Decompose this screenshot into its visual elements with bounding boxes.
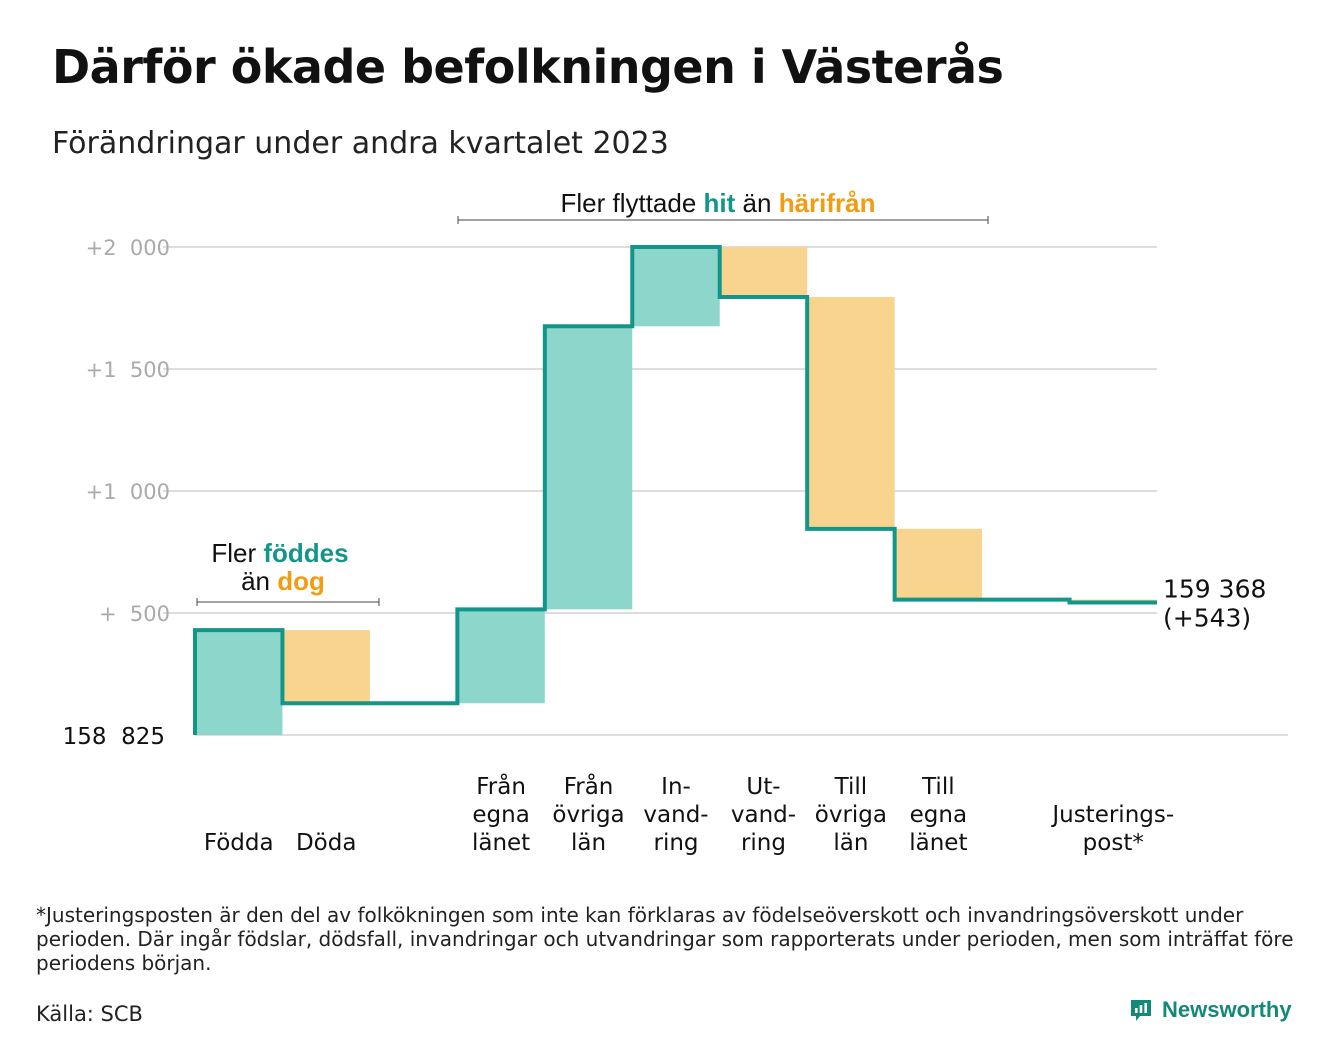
x-category-label: Till [921, 774, 955, 800]
x-category-label: länet [472, 830, 530, 856]
deaths-annotation-highlight: dog [277, 566, 325, 596]
x-category-label: Döda [296, 830, 356, 856]
x-category-label: post* [1083, 830, 1144, 856]
x-category-label: övriga [815, 802, 887, 828]
source-label: Källa: SCB [36, 1002, 143, 1026]
x-category-label: In- [661, 774, 691, 800]
svg-text:än dog: än dog [241, 566, 325, 596]
migration-annotation-text: Fler flyttade [560, 188, 703, 218]
y-tick-label: +1 000 [86, 480, 170, 504]
waterfall-bar [457, 609, 545, 704]
waterfall-bar [807, 297, 895, 529]
births-annotation-highlight: föddes [263, 538, 348, 568]
x-category-label: ring [741, 830, 786, 856]
y-tick-label: + 500 [99, 602, 170, 626]
x-category-label: vand- [643, 802, 708, 828]
waterfall-bar [894, 528, 983, 600]
y-tick-label: +2 000 [86, 236, 170, 260]
end-value-label: (+543) [1163, 604, 1251, 633]
x-category-label: län [833, 830, 868, 856]
migration-in-highlight: hit [704, 188, 736, 218]
waterfall-bar [719, 247, 808, 298]
x-category-label: övriga [552, 802, 624, 828]
waterfall-bar [632, 247, 720, 327]
x-category-label: vand- [731, 802, 796, 828]
migration-out-highlight: härifrån [779, 188, 876, 218]
x-category-label: Till [834, 774, 868, 800]
x-category-label: Från [476, 772, 526, 800]
grid-layer [163, 246, 1288, 736]
x-category-label: län [571, 830, 606, 856]
x-category-label: Från [564, 772, 614, 800]
births-annotation-text: Fler [211, 538, 263, 568]
footnote: *Justeringsposten är den del av folkökni… [36, 903, 1294, 975]
bars-layer [195, 247, 1157, 735]
migration-annotation: Fler flyttade hit än härifrån [457, 188, 989, 224]
x-category-label: länet [909, 830, 967, 856]
waterfall-bar [195, 630, 283, 735]
x-category-label: egna [910, 802, 967, 828]
newsworthy-logo-icon [1131, 1000, 1151, 1021]
x-category-label: Justerings- [1050, 802, 1174, 828]
births-annotation-text-2: än [241, 566, 277, 596]
start-value-label: 158 825 [63, 724, 165, 750]
waterfall-bar [544, 326, 633, 610]
end-value-label: 159 368 [1163, 575, 1266, 604]
x-category-label: egna [472, 802, 529, 828]
brand-logo[interactable]: Newsworthy [1128, 997, 1292, 1023]
brand-name: Newsworthy [1162, 997, 1292, 1022]
x-category-label: Födda [204, 830, 274, 856]
chart-subtitle: Förändringar under andra kvartalet 2023 [52, 126, 669, 161]
population-step-line [193, 245, 1157, 735]
svg-text:Fler föddes: Fler föddes [211, 538, 348, 568]
migration-annotation-middle: än [735, 188, 778, 218]
births-annotation: Fler föddes än dog [196, 538, 380, 606]
y-tick-label: +1 500 [86, 358, 170, 382]
line-layer [193, 245, 1157, 735]
x-category-label: ring [653, 830, 698, 856]
waterfall-bar [282, 630, 370, 704]
x-category-label: Ut- [746, 774, 780, 800]
chart-title: Därför ökade befolkningen i Västerås [52, 40, 1004, 94]
svg-text:Fler flyttade hit än härifrån: Fler flyttade hit än härifrån [560, 188, 875, 218]
